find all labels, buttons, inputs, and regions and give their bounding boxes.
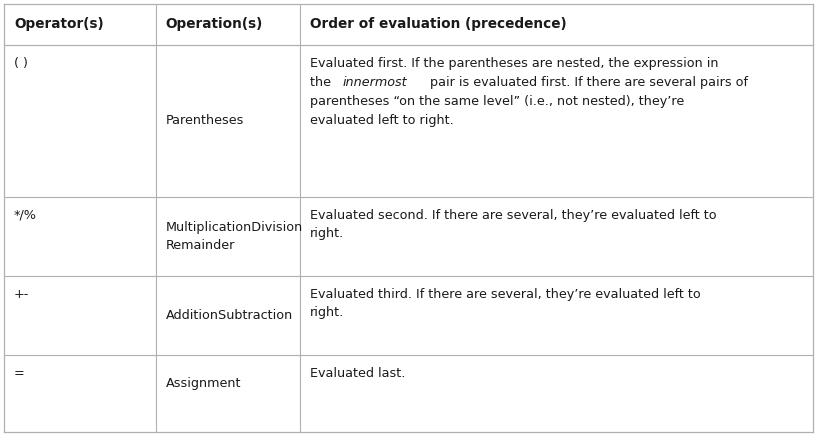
Text: Assignment: Assignment bbox=[166, 377, 241, 390]
Text: MultiplicationDivision
Remainder: MultiplicationDivision Remainder bbox=[166, 221, 303, 252]
Text: evaluated left to right.: evaluated left to right. bbox=[310, 114, 454, 127]
Text: the: the bbox=[310, 76, 335, 89]
Text: Operation(s): Operation(s) bbox=[166, 17, 263, 31]
Text: =: = bbox=[14, 367, 25, 380]
Text: Operator(s): Operator(s) bbox=[14, 17, 104, 31]
Text: pair is evaluated first. If there are several pairs of: pair is evaluated first. If there are se… bbox=[426, 76, 748, 89]
Text: +-: +- bbox=[14, 288, 29, 301]
Text: innermost: innermost bbox=[342, 76, 407, 89]
Text: Evaluated first. If the parentheses are nested, the expression in: Evaluated first. If the parentheses are … bbox=[310, 57, 719, 70]
Text: ( ): ( ) bbox=[14, 57, 28, 70]
Text: */%: */% bbox=[14, 208, 37, 221]
Text: Evaluated third. If there are several, they’re evaluated left to
right.: Evaluated third. If there are several, t… bbox=[310, 288, 701, 319]
Text: AdditionSubtraction: AdditionSubtraction bbox=[166, 309, 293, 322]
Text: Order of evaluation (precedence): Order of evaluation (precedence) bbox=[310, 17, 567, 31]
Text: parentheses “on the same level” (i.e., not nested), they’re: parentheses “on the same level” (i.e., n… bbox=[310, 95, 685, 108]
Text: Evaluated second. If there are several, they’re evaluated left to
right.: Evaluated second. If there are several, … bbox=[310, 208, 717, 240]
Text: Parentheses: Parentheses bbox=[166, 114, 244, 127]
Text: Evaluated last.: Evaluated last. bbox=[310, 367, 405, 380]
